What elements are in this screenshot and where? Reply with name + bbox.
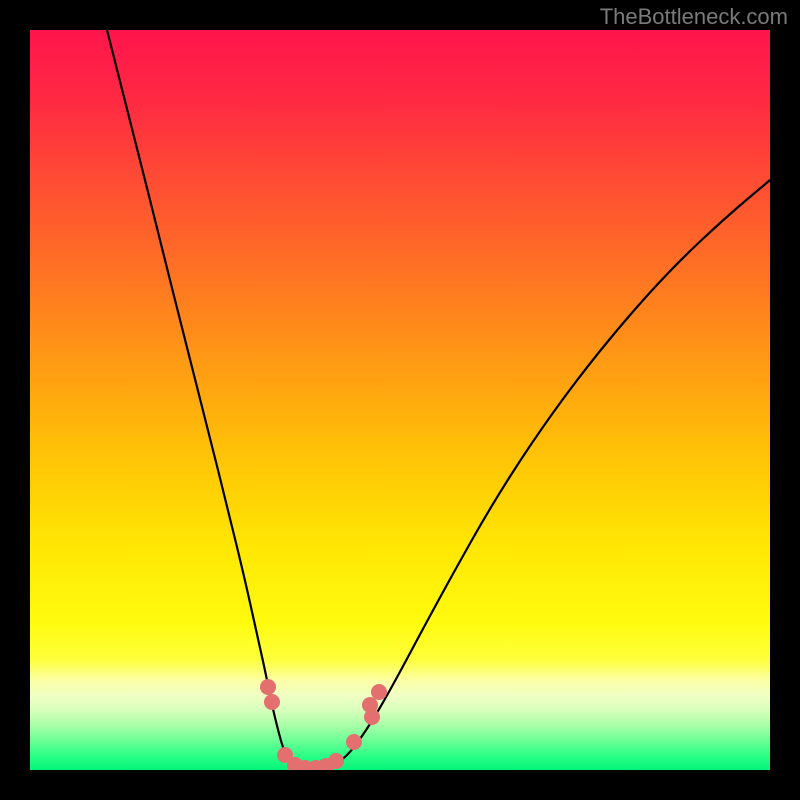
curve-right-branch bbox=[310, 180, 770, 770]
curve-marker bbox=[362, 697, 378, 713]
curve-marker bbox=[260, 679, 276, 695]
curve-marker bbox=[346, 734, 362, 750]
curve-markers bbox=[260, 679, 387, 770]
watermark-text: TheBottleneck.com bbox=[600, 4, 788, 30]
bottleneck-chart bbox=[30, 30, 770, 770]
chart-curve-layer bbox=[30, 30, 770, 770]
curve-left-branch bbox=[107, 30, 310, 770]
curve-marker bbox=[328, 753, 344, 769]
curve-marker bbox=[264, 694, 280, 710]
curve-marker bbox=[371, 684, 387, 700]
